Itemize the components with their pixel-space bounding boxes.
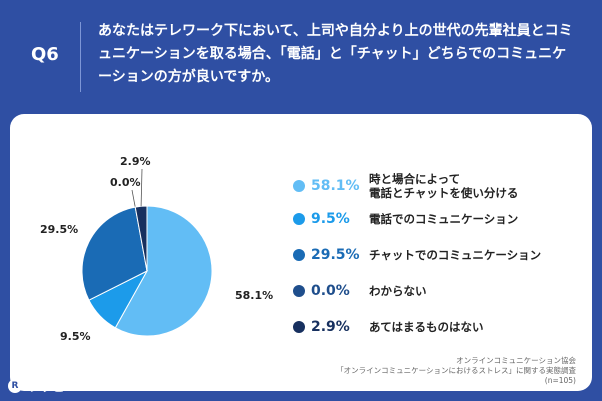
- question-text: あなたはテレワーク下において、上司や自分より上の世代の先輩社員とコミュニケーショ…: [98, 23, 573, 85]
- source-line-2: 「オンラインコミュニケーションにおけるストレス」に関する実態調査: [336, 366, 576, 375]
- pie-data-label: 9.5%: [60, 330, 91, 343]
- pie-data-label: 29.5%: [40, 223, 78, 236]
- legend-percent: 0.0%: [311, 283, 350, 299]
- legend-swatch: [293, 213, 305, 225]
- legend-item: 29.5% チャットでのコミュニケーション: [293, 237, 541, 273]
- legend-item: 0.0% わからない: [293, 273, 427, 309]
- legend-item: 2.9% あてはまるものはない: [293, 309, 484, 345]
- chart-card: 58.1% 9.5% 29.5% 0.0% 2.9% 58.1% 時と場合によって 電話と…: [10, 114, 592, 391]
- legend-label: 時と場合によって 電話とチャットを使い分ける: [369, 172, 519, 200]
- legend-swatch: [293, 180, 305, 192]
- logo-icon: R: [8, 378, 22, 393]
- legend-item: 9.5% 電話でのコミュニケーション: [293, 201, 518, 237]
- leader-line: [140, 168, 143, 207]
- source-line-3: (n=105): [544, 376, 576, 385]
- leader-line: [131, 189, 136, 208]
- legend-label: わからない: [369, 284, 427, 298]
- source-line-1: オンラインコミュニケーション協会: [456, 356, 576, 365]
- legend-percent: 29.5%: [311, 247, 360, 263]
- legend-percent: 2.9%: [311, 319, 350, 335]
- pie-slice: [134, 205, 148, 272]
- legend-swatch: [293, 249, 305, 261]
- legend-label: あてはまるものはない: [369, 320, 484, 334]
- legend-label: チャットでのコミュニケーション: [369, 248, 542, 262]
- legend-swatch: [293, 321, 305, 333]
- legend-label: 電話でのコミュニケーション: [369, 212, 519, 226]
- question-number: Q6: [31, 44, 59, 65]
- pie-chart: 58.1% 9.5% 29.5% 0.0% 2.9%: [40, 155, 273, 343]
- legend-percent: 58.1%: [311, 178, 360, 194]
- pie-data-label: 58.1%: [235, 289, 273, 302]
- legend-item: 58.1% 時と場合によって 電話とチャットを使い分ける: [293, 168, 518, 204]
- pie-data-label: 2.9%: [120, 155, 151, 168]
- legend-percent: 9.5%: [311, 211, 350, 227]
- logo-text: リサピー: [26, 380, 79, 395]
- legend-swatch: [293, 285, 305, 297]
- header: Q6 あなたはテレワーク下において、上司や自分より上の世代の先輩社員とコミュニケ…: [0, 0, 602, 108]
- pie-slice: [81, 206, 148, 301]
- divider: [80, 22, 81, 92]
- pie-data-label: 0.0%: [110, 176, 141, 189]
- brand-logo: R リサピー: [8, 376, 78, 395]
- source-note: オンラインコミュニケーション協会 「オンラインコミュニケーションにおけるストレス…: [336, 356, 576, 386]
- pie-slice: [114, 205, 213, 337]
